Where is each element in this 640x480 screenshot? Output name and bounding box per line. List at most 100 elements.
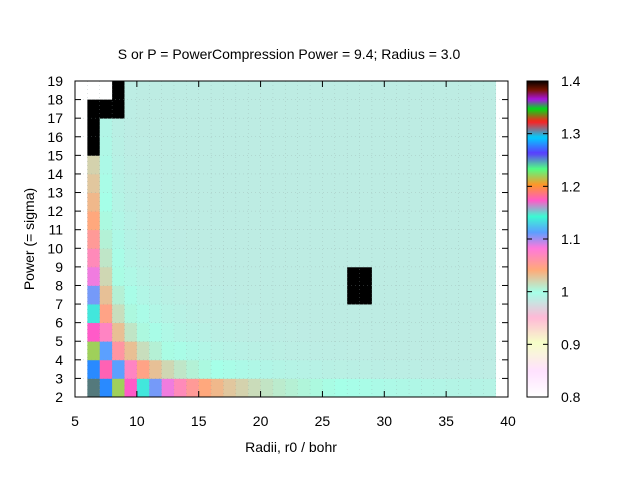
heatmap-cell — [371, 173, 385, 193]
heatmap-cell — [310, 304, 323, 324]
colorbar-segment — [527, 111, 548, 114]
heatmap-cell — [297, 341, 311, 361]
heatmap-cell — [347, 248, 360, 268]
heatmap-cell — [285, 341, 299, 361]
heatmap-cell — [87, 211, 101, 231]
heatmap-cell — [470, 118, 484, 138]
colorbar-segment — [527, 371, 548, 374]
y-axis-ticks: 2 3 4 5 6 7 8 9 10 11 12 13 14 15 16 17 18 19 — [47, 73, 508, 405]
heatmap-cell — [112, 229, 125, 249]
heatmap-cell — [433, 192, 447, 212]
heatmap-cell — [347, 322, 360, 342]
x-tick-label: 20 — [253, 413, 269, 429]
heatmap-cell — [458, 99, 472, 119]
heatmap-cell — [161, 248, 175, 268]
heatmap-cell — [235, 118, 249, 138]
colorbar-segment — [527, 321, 548, 324]
colorbar-segment — [527, 229, 548, 232]
heatmap-cell — [186, 99, 200, 119]
heatmap-cell — [310, 192, 323, 212]
colorbar-segment — [527, 327, 548, 330]
y-tick-label: 6 — [55, 315, 63, 331]
heatmap-cell — [211, 173, 224, 193]
heatmap-cell — [124, 192, 138, 212]
heatmap-cell — [223, 118, 237, 138]
colorbar-segment — [527, 323, 548, 326]
heatmap-cell — [136, 118, 150, 138]
y-tick-label: 11 — [48, 222, 63, 238]
colorbar-segment — [527, 383, 548, 386]
heatmap-cell — [124, 136, 138, 156]
colorbar-segment — [527, 333, 548, 336]
heatmap-cell — [396, 285, 410, 305]
heatmap-cell — [359, 285, 373, 305]
heatmap-cell — [371, 136, 385, 156]
heatmap-cell — [272, 322, 286, 342]
heatmap-cell — [272, 211, 286, 231]
heatmap-cell — [223, 99, 237, 119]
heatmap-cell — [198, 118, 212, 138]
heatmap-cell — [371, 322, 385, 342]
heatmap-cell — [235, 99, 249, 119]
heatmap-cell — [99, 304, 113, 324]
heatmap-cell — [409, 118, 422, 138]
heatmap-cell — [433, 322, 447, 342]
heatmap-cell — [124, 378, 138, 398]
heatmap-cell — [149, 322, 162, 342]
x-tick-label: 30 — [376, 413, 392, 429]
heatmap-cell — [470, 248, 484, 268]
heatmap-cell — [359, 136, 373, 156]
heatmap-cell — [124, 266, 138, 286]
colorbar-segment — [527, 243, 548, 246]
heatmap-cell — [136, 211, 150, 231]
heatmap-cell — [310, 229, 323, 249]
colorbar-segment — [527, 279, 548, 282]
heatmap-cell — [161, 285, 175, 305]
colorbar-segment — [527, 303, 548, 306]
colorbar-segment — [527, 187, 548, 190]
heatmap-cell — [149, 248, 162, 268]
colorbar-segment — [527, 313, 548, 316]
heatmap-cell — [409, 99, 422, 119]
colorbar-segment — [527, 247, 548, 250]
heatmap-cell — [297, 81, 311, 100]
heatmap-cell — [334, 155, 348, 175]
heatmap-cell — [458, 341, 472, 361]
heatmap-cell — [384, 192, 398, 212]
heatmap-cell — [359, 378, 373, 398]
colorbar-segment — [527, 131, 548, 134]
heatmap-cell — [198, 136, 212, 156]
heatmap-cell — [433, 359, 447, 379]
heatmap-cell — [470, 229, 484, 249]
colorbar-segment — [527, 87, 548, 90]
heatmap-cell — [235, 304, 249, 324]
heatmap-cell — [173, 155, 187, 175]
colorbar-tick-label: 1 — [561, 284, 569, 300]
colorbar-tick-label: 1.3 — [561, 126, 581, 142]
heatmap-cell — [260, 322, 274, 342]
heatmap-cell — [248, 378, 261, 398]
colorbar-segment — [527, 183, 548, 186]
colorbar-segment — [527, 331, 548, 334]
colorbar-segment — [527, 259, 548, 262]
colorbar-segment — [527, 253, 548, 256]
heatmap-cell — [483, 211, 497, 231]
colorbar-segment — [527, 275, 548, 278]
y-tick-label: 10 — [47, 240, 63, 256]
heatmap-cell — [458, 322, 472, 342]
heatmap-cell — [124, 118, 138, 138]
colorbar-segment — [527, 117, 548, 120]
heatmap-cell — [211, 192, 224, 212]
heatmap-cell — [359, 248, 373, 268]
heatmap-cell — [359, 173, 373, 193]
heatmap-cell — [458, 378, 472, 398]
heatmap-cell — [470, 341, 484, 361]
colorbar-segment — [527, 273, 548, 276]
heatmap-cell — [297, 155, 311, 175]
heatmap-cell — [99, 359, 113, 379]
heatmap-cell — [198, 99, 212, 119]
heatmap-cell — [483, 118, 497, 138]
heatmap-cell — [334, 173, 348, 193]
colorbar-segment — [527, 225, 548, 228]
colorbar-segment — [527, 377, 548, 380]
